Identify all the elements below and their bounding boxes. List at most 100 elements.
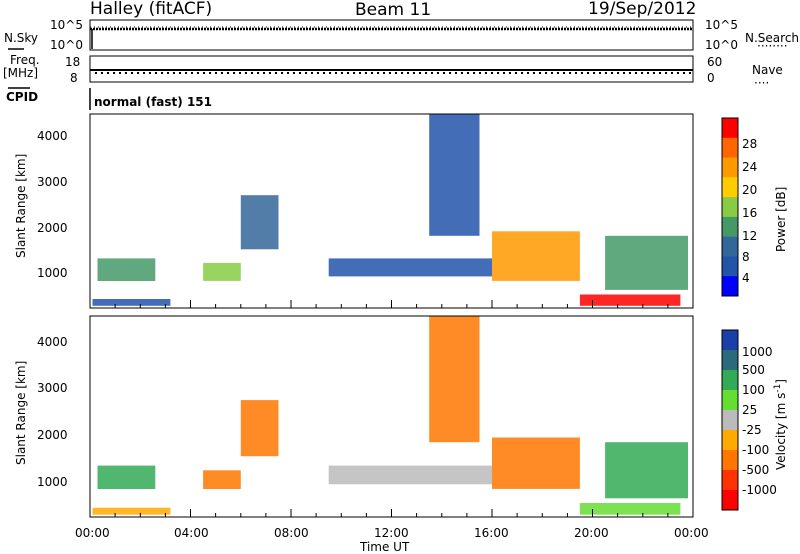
velocity-panel: 4000 3000 2000 1000 Slant Range [km] [14, 315, 694, 518]
nsky-label: N.Sky [4, 31, 38, 45]
velocity-tick-minus-25: -25 [742, 423, 762, 437]
velocity-patch-4 [328, 465, 492, 485]
velocity-colorbar-cell-8 [722, 490, 738, 511]
velocity-tick-minus-500: -500 [742, 463, 769, 477]
power-tick-4: 4 [742, 271, 750, 285]
power-tick-16: 16 [742, 206, 757, 220]
power-colorbar-cell-7 [722, 256, 738, 277]
velocity-tick-25: 25 [742, 403, 757, 417]
velocity-colorbar-cell-4 [722, 410, 738, 431]
nsky-tick-bottom: 10^0 [50, 38, 83, 52]
velocity-colorbar-cell-1 [722, 350, 738, 371]
xtick-08-00: 08:00 [274, 526, 309, 540]
power-patch-6 [492, 231, 580, 281]
velocity-ytick-1000: 1000 [37, 475, 68, 489]
xtick-00-00-start: 00:00 [75, 526, 110, 540]
velocity-patch-7 [579, 503, 681, 515]
velocity-patch-2 [203, 470, 241, 489]
nsearch-legend-dots: ········ [757, 39, 788, 53]
power-patch-1 [92, 299, 171, 306]
velocity-label-main: Velocity [m s [774, 393, 788, 470]
xtick-00-00-end: 00:00 [674, 526, 709, 540]
velocity-colorbar: 1000 500 100 25 -25 -100 -500 -1000 Velo… [721, 329, 788, 511]
power-patch-5 [429, 114, 480, 236]
power-ytick-4000: 4000 [37, 129, 68, 143]
velocity-patch-5 [429, 316, 480, 443]
velocity-colorbar-cells [722, 330, 738, 511]
station-title: Halley (fitACF) [90, 0, 212, 19]
cpid-label: CPID [6, 90, 38, 104]
nsearch-label: N.Search [745, 31, 799, 45]
velocity-colorbar-label: Velocity [m s-1] [773, 379, 788, 470]
velocity-patch-0 [97, 465, 156, 489]
velocity-colorbar-cell-2 [722, 370, 738, 391]
velocity-patch-1 [92, 507, 171, 515]
freq-tick-bottom: 8 [70, 71, 78, 85]
power-colorbar-frame [721, 117, 739, 297]
nsky-panel-frame [89, 19, 694, 51]
nsearch-tick-top: 10^5 [705, 18, 738, 32]
freq-unit: [MHz] [3, 66, 38, 80]
velocity-tick-1000: 1000 [742, 345, 773, 359]
freq-label: Freq. [10, 53, 40, 67]
power-tick-20: 20 [742, 183, 757, 197]
power-patch-3 [240, 195, 279, 250]
power-colorbar-cell-5 [722, 216, 738, 238]
velocity-data-marks [92, 316, 688, 515]
velocity-colorbar-cell-5 [722, 430, 738, 451]
velocity-patch-3 [240, 400, 279, 457]
power-y-axis-label: Slant Range [km] [14, 154, 28, 258]
nave-legend-dots: ···· [754, 76, 769, 90]
x-axis-ticks [89, 300, 694, 517]
power-colorbar-cell-1 [722, 137, 738, 159]
power-tick-24: 24 [742, 160, 757, 174]
xtick-16-00: 16:00 [474, 526, 509, 540]
cpid-value: normal (fast) 151 [94, 95, 212, 109]
velocity-plot-frame [89, 315, 694, 518]
velocity-colorbar-cell-7 [722, 470, 738, 491]
xtick-20-00: 20:00 [574, 526, 609, 540]
velocity-ytick-4000: 4000 [37, 335, 68, 349]
velocity-patch-8 [605, 442, 688, 499]
velocity-label-end: ] [774, 379, 788, 384]
freq-tick-top: 18 [65, 55, 80, 69]
nave-label: Nave [752, 63, 783, 77]
velocity-tick-minus-100: -100 [742, 443, 769, 457]
velocity-colorbar-cell-3 [722, 390, 738, 411]
power-tick-12: 12 [742, 229, 757, 243]
power-colorbar-cells [722, 118, 738, 297]
power-panel: 4000 3000 2000 1000 Slant Range [km] [14, 113, 694, 309]
velocity-colorbar-cell-6 [722, 450, 738, 471]
nave-tick-top: 60 [707, 55, 722, 69]
velocity-y-axis-label: Slant Range [km] [14, 361, 28, 465]
power-plot-frame [89, 113, 694, 309]
velocity-colorbar-cell-0 [722, 330, 738, 351]
power-ytick-3000: 3000 [37, 175, 68, 189]
velocity-label-sup: -1 [773, 384, 783, 393]
xtick-04-00: 04:00 [174, 526, 209, 540]
velocity-ytick-3000: 3000 [37, 381, 68, 395]
power-patch-2 [203, 262, 241, 281]
power-colorbar-label: Power [dB] [774, 187, 788, 252]
power-data-marks [92, 114, 688, 306]
power-colorbar: 28 24 20 16 12 8 4 Power [dB] [721, 117, 788, 297]
power-colorbar-cell-2 [722, 157, 738, 178]
power-patch-8 [605, 235, 688, 290]
velocity-patch-6 [492, 437, 580, 489]
nave-tick-bottom: 0 [707, 71, 715, 85]
date-title: 19/Sep/2012 [588, 0, 696, 19]
power-tick-28: 28 [742, 137, 757, 151]
power-colorbar-cell-3 [722, 177, 738, 198]
power-colorbar-cell-8 [722, 276, 738, 297]
power-colorbar-cell-4 [722, 197, 738, 218]
velocity-tick-minus-1000: -1000 [742, 483, 777, 497]
velocity-ytick-2000: 2000 [37, 428, 68, 442]
power-patch-7 [579, 294, 681, 306]
power-ytick-1000: 1000 [37, 266, 68, 280]
velocity-tick-500: 500 [742, 363, 765, 377]
power-tick-8: 8 [742, 250, 750, 264]
power-patch-0 [97, 258, 156, 281]
nsky-tick-top: 10^5 [50, 18, 83, 32]
beam-title: Beam 11 [355, 0, 431, 20]
